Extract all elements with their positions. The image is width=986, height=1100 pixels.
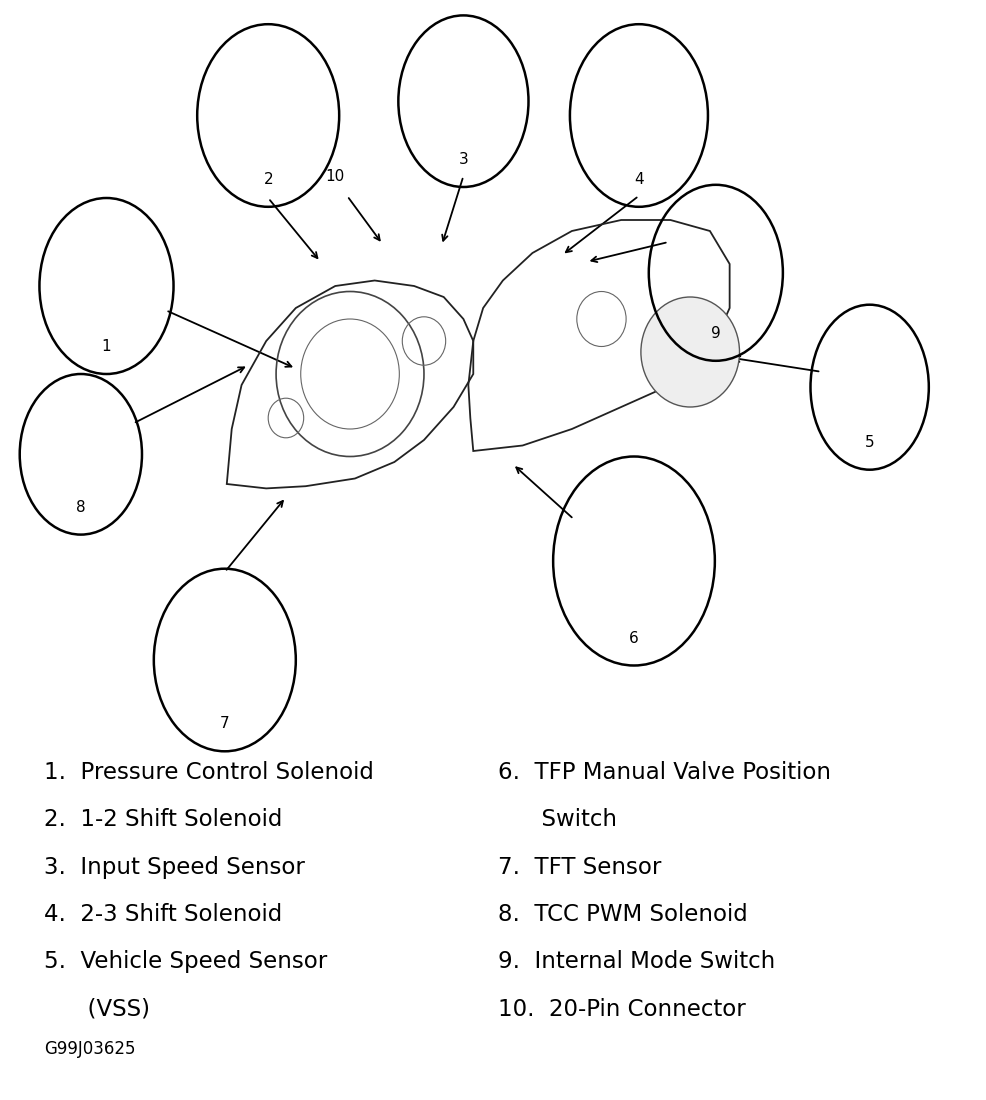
Text: 9: 9	[711, 326, 721, 341]
Text: 2.  1-2 Shift Solenoid: 2. 1-2 Shift Solenoid	[44, 808, 283, 832]
Text: 5: 5	[865, 434, 875, 450]
Text: 4.  2-3 Shift Solenoid: 4. 2-3 Shift Solenoid	[44, 903, 283, 926]
Text: 9.  Internal Mode Switch: 9. Internal Mode Switch	[498, 950, 775, 974]
Text: 8.  TCC PWM Solenoid: 8. TCC PWM Solenoid	[498, 903, 747, 926]
Text: 1.  Pressure Control Solenoid: 1. Pressure Control Solenoid	[44, 761, 375, 784]
Text: 7: 7	[220, 716, 230, 732]
Text: 8: 8	[76, 499, 86, 515]
Text: 3.  Input Speed Sensor: 3. Input Speed Sensor	[44, 856, 306, 879]
Text: 3: 3	[458, 152, 468, 167]
Text: 7.  TFT Sensor: 7. TFT Sensor	[498, 856, 662, 879]
Text: 4: 4	[634, 172, 644, 187]
Text: 5.  Vehicle Speed Sensor: 5. Vehicle Speed Sensor	[44, 950, 327, 974]
Circle shape	[641, 297, 740, 407]
Text: (VSS): (VSS)	[44, 998, 151, 1021]
Text: 6: 6	[629, 630, 639, 646]
Text: 10: 10	[325, 168, 345, 184]
Text: 2: 2	[263, 172, 273, 187]
Text: 6.  TFP Manual Valve Position: 6. TFP Manual Valve Position	[498, 761, 831, 784]
Text: 1: 1	[102, 339, 111, 354]
Text: Switch: Switch	[498, 808, 617, 832]
Text: 10.  20-Pin Connector: 10. 20-Pin Connector	[498, 998, 745, 1021]
Text: G99J03625: G99J03625	[44, 1041, 136, 1058]
